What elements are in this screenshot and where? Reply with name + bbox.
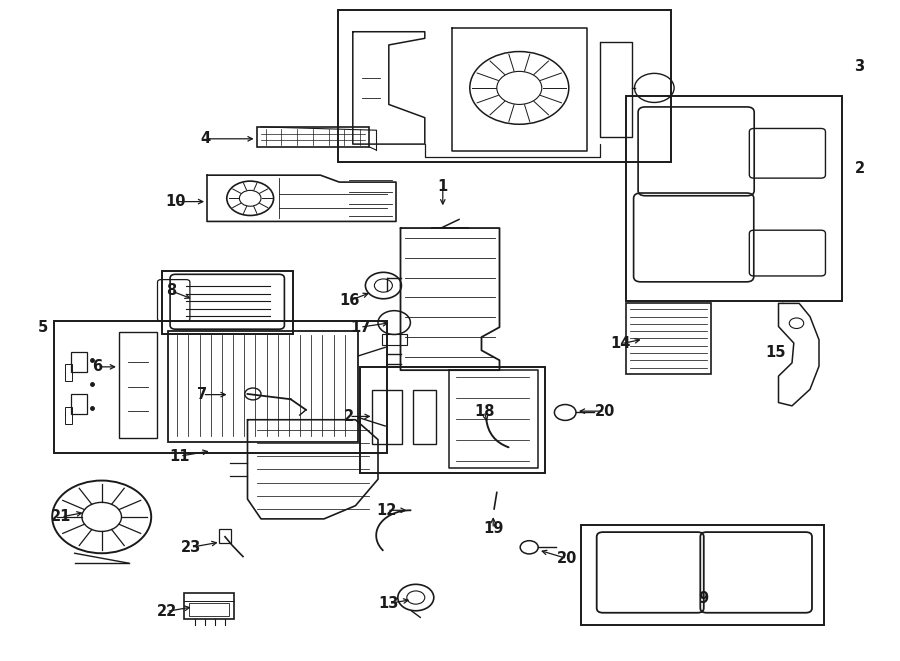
Bar xyxy=(54,321,387,453)
Bar xyxy=(162,271,292,334)
Bar xyxy=(626,96,842,301)
Text: 22: 22 xyxy=(157,604,176,619)
Bar xyxy=(65,407,72,424)
Text: 9: 9 xyxy=(698,591,709,605)
Bar xyxy=(65,364,72,381)
Text: 18: 18 xyxy=(474,404,494,418)
Text: 11: 11 xyxy=(170,449,190,463)
Text: 23: 23 xyxy=(181,540,201,555)
Text: 12: 12 xyxy=(377,503,397,518)
Text: 3: 3 xyxy=(854,59,865,73)
Text: 1: 1 xyxy=(437,179,448,194)
Bar xyxy=(372,390,402,444)
Text: 2: 2 xyxy=(854,161,865,176)
Bar xyxy=(184,593,234,619)
Bar xyxy=(626,303,712,374)
Bar xyxy=(71,394,87,414)
Bar xyxy=(71,352,87,372)
Text: 13: 13 xyxy=(379,596,399,611)
Text: 7: 7 xyxy=(197,387,208,402)
Text: 2: 2 xyxy=(344,409,355,424)
Bar xyxy=(382,334,407,345)
Bar xyxy=(360,367,544,473)
Text: 6: 6 xyxy=(92,360,103,374)
Bar xyxy=(338,10,670,162)
Text: 20: 20 xyxy=(595,404,615,418)
Text: 16: 16 xyxy=(339,293,359,308)
Text: 4: 4 xyxy=(200,132,211,146)
Text: 20: 20 xyxy=(557,551,577,566)
Text: 17: 17 xyxy=(350,320,370,334)
Text: 21: 21 xyxy=(51,510,71,524)
Bar xyxy=(219,529,231,543)
Bar xyxy=(119,332,157,438)
Bar xyxy=(189,603,229,616)
Bar xyxy=(413,390,436,444)
Bar xyxy=(580,525,824,625)
Text: 15: 15 xyxy=(766,345,786,360)
Text: 10: 10 xyxy=(166,194,185,209)
Bar xyxy=(256,127,369,147)
Text: 19: 19 xyxy=(483,522,503,536)
Text: 5: 5 xyxy=(38,320,49,334)
Text: 8: 8 xyxy=(166,284,176,298)
Bar xyxy=(168,330,358,442)
Text: 14: 14 xyxy=(611,336,631,351)
